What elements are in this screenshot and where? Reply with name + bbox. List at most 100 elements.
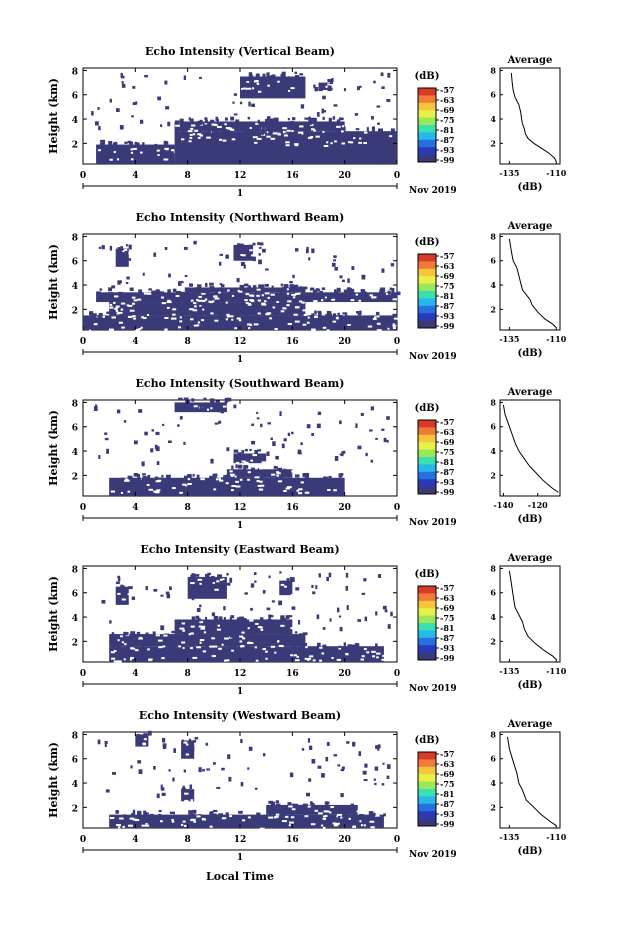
echo-gap (336, 813, 342, 816)
echo-speckle (98, 312, 103, 316)
date-label: Nov 2019 (409, 352, 457, 362)
echo-gap (218, 413, 221, 416)
echo-gap (225, 318, 228, 321)
echo-speckle (303, 125, 307, 128)
echo-gap (196, 815, 201, 818)
echo-gap (382, 654, 385, 657)
echo-speckle (381, 783, 385, 786)
echo-speckle (120, 246, 123, 251)
echo-speckle (136, 631, 141, 635)
echo-speckle (210, 458, 214, 464)
echo-speckle (242, 618, 247, 622)
echo-gap (318, 812, 323, 815)
echo-gap (323, 145, 329, 148)
echo-gap (254, 646, 257, 649)
echo-gap (363, 302, 367, 305)
echo-speckle (233, 251, 238, 255)
echo-gap (331, 298, 336, 301)
echo-speckle (207, 314, 211, 317)
echo-speckle (357, 86, 360, 91)
echo-speckle (223, 475, 228, 479)
echo-speckle (154, 476, 159, 480)
echo-speckle (316, 614, 320, 620)
echo-speckle (386, 439, 389, 443)
echo-speckle (183, 475, 188, 479)
echo-gap (274, 327, 278, 330)
echo-speckle (361, 592, 366, 595)
echo-gap (310, 135, 314, 138)
echo-region (174, 131, 397, 164)
echo-gap (333, 824, 339, 827)
echo-gap (253, 80, 259, 83)
echo-speckle (239, 101, 243, 105)
echo-speckle (392, 313, 398, 317)
echo-gap (297, 131, 303, 134)
echo-gap (290, 594, 296, 597)
echo-speckle (342, 450, 346, 454)
echo-gap (301, 301, 305, 304)
x-tick-label: 16 (286, 503, 299, 513)
echo-speckle (322, 627, 326, 630)
echo-gap (143, 292, 149, 295)
echo-speckle (287, 76, 290, 81)
echo-gap (256, 137, 262, 140)
echo-gap (325, 810, 330, 813)
profile-x-tick-label: -135 (499, 666, 519, 676)
echo-speckle (192, 813, 196, 817)
echo-speckle (109, 98, 112, 103)
echo-gap (304, 657, 309, 660)
echo-speckle (191, 746, 195, 751)
x-tick-label: 0 (80, 503, 86, 513)
x-tick-label: 0 (394, 337, 400, 347)
colorbar-swatch (418, 652, 436, 661)
echo-speckle (121, 477, 125, 482)
echo-speckle (280, 615, 284, 620)
colorbar-swatch (418, 261, 436, 270)
echo-speckle (216, 119, 219, 122)
echo-gap (226, 315, 230, 318)
echo-speckle (339, 275, 343, 279)
echo-gap (199, 414, 204, 417)
echo-speckle (200, 405, 203, 410)
echo-speckle (236, 313, 239, 318)
echo-gap (126, 304, 130, 307)
echo-speckle (120, 584, 123, 587)
echo-gap (161, 657, 165, 660)
echo-gap (284, 134, 288, 137)
echo-speckle (390, 611, 393, 617)
echo-speckle (274, 465, 277, 470)
echo-speckle (264, 283, 269, 287)
echo-speckle (343, 88, 346, 92)
echo-speckle (358, 85, 362, 88)
echo-speckle (241, 450, 245, 454)
echo-gap (274, 651, 277, 654)
echo-speckle (387, 72, 391, 78)
echo-gap (219, 578, 223, 581)
colorbar-swatch (418, 645, 436, 654)
echo-gap (372, 655, 376, 658)
echo-speckle (287, 432, 291, 437)
echo-speckle (198, 767, 202, 773)
echo-speckle (279, 571, 282, 574)
echo-speckle (138, 289, 143, 293)
echo-speckle (356, 311, 360, 314)
echo-gap (196, 646, 202, 649)
echo-speckle (239, 616, 245, 620)
echo-speckle (227, 633, 232, 637)
echo-gap (201, 319, 205, 322)
echo-gap (133, 317, 137, 320)
echo-gap (360, 658, 364, 661)
echo-speckle (206, 768, 210, 771)
echo-speckle (209, 475, 213, 480)
echo-speckle (327, 78, 333, 83)
echo-speckle (132, 85, 136, 89)
profile-y-tick-label: 6 (490, 754, 496, 764)
echo-speckle (120, 75, 125, 79)
echo-speckle (250, 583, 255, 588)
echo-speckle (155, 446, 160, 452)
echo-speckle (203, 397, 207, 401)
echo-speckle (196, 616, 200, 620)
echo-gap (177, 412, 180, 415)
echo-gap (302, 323, 307, 326)
x-axis-label: Local Time (206, 870, 274, 883)
